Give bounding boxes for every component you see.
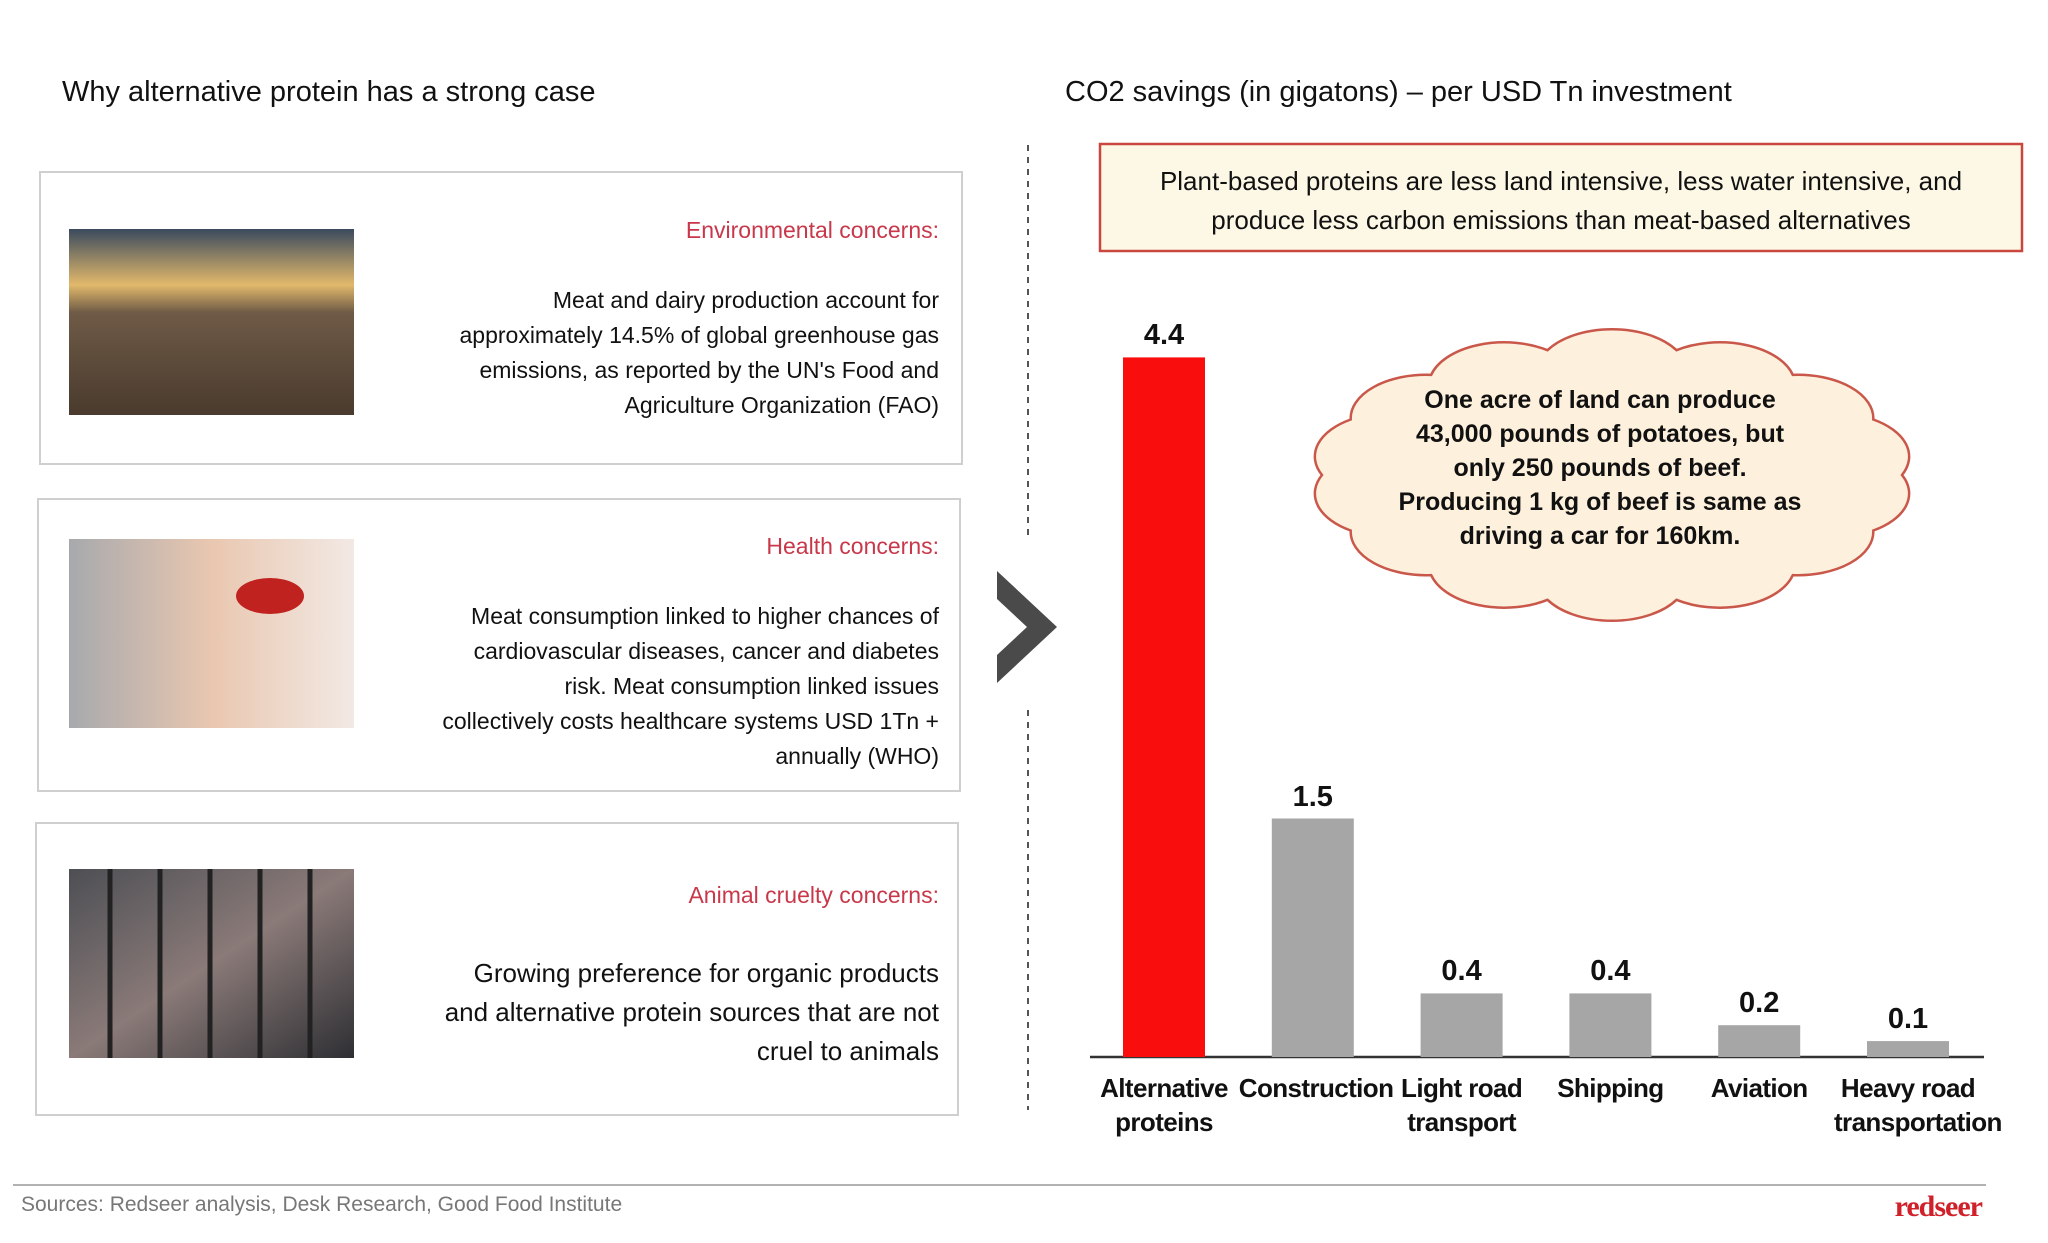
bar (1123, 357, 1205, 1057)
cloud-text: One acre of land can produce (1424, 386, 1776, 414)
card-heading: Health concerns: (766, 533, 939, 559)
category-label: Construction (1238, 1073, 1394, 1103)
cloud-text: Producing 1 kg of beef is same as (1398, 488, 1802, 516)
cloud-text: 43,000 pounds of potatoes, but (1415, 420, 1785, 448)
category-label: Heavy road transportation (1834, 1073, 2002, 1137)
bar (1718, 1025, 1801, 1057)
bar (1569, 993, 1652, 1057)
card-heading: Environmental concerns: (685, 217, 939, 243)
callout-text: Plant-based proteins are less land inten… (1159, 166, 1963, 196)
value-label: 1.5 (1292, 780, 1333, 813)
chart-title: CO2 savings (in gigatons) – per USD Tn i… (1065, 76, 1732, 108)
card-text: annually (WHO) (775, 743, 939, 769)
card-text: cruel to animals (756, 1036, 939, 1066)
photo-detail (236, 578, 304, 614)
bar (1867, 1041, 1949, 1057)
category-label: Alternative proteins (1100, 1073, 1228, 1137)
value-label: 0.4 (1590, 955, 1631, 988)
cloud-shape (1313, 327, 1911, 623)
card-heading: Animal cruelty concerns: (688, 882, 939, 908)
sources: Sources: Redseer analysis, Desk Research… (21, 1193, 623, 1216)
cloud-text: driving a car for 160km. (1459, 522, 1741, 550)
value-label: 0.4 (1441, 955, 1482, 988)
value-label: 4.4 (1143, 319, 1185, 352)
bar (1271, 818, 1354, 1057)
card-text: Meat consumption linked to higher chance… (471, 603, 939, 629)
left-title: Why alternative protein has a strong cas… (62, 76, 596, 108)
cage-bars (107, 869, 313, 1058)
category-label: Aviation (1710, 1073, 1808, 1103)
card-text: collectively costs healthcare systems US… (442, 708, 939, 734)
callout-text: produce less carbon emissions than meat-… (1211, 205, 1911, 235)
category-label: Shipping (1557, 1073, 1664, 1103)
photo-cattle (69, 229, 354, 415)
photo-woman-eating (69, 539, 354, 728)
cloud-text: only 250 pounds of beef. (1453, 454, 1747, 482)
chevron (997, 571, 1057, 683)
card-text: emissions, as reported by the UN's Food … (479, 357, 939, 383)
card-text: Agriculture Organization (FAO) (624, 392, 939, 418)
bar (1420, 993, 1503, 1057)
logo: redseer (1894, 1190, 1983, 1223)
card-text: Meat and dairy production account for (552, 287, 939, 313)
card-text: risk. Meat consumption linked issues (564, 673, 939, 699)
category-label: Light road transport (1401, 1073, 1523, 1137)
card-text: Growing preference for organic products (473, 958, 939, 988)
callout-box (1098, 142, 2024, 253)
card-text: cardiovascular diseases, cancer and diab… (473, 638, 939, 664)
card-text: and alternative protein sources that are… (444, 997, 939, 1027)
value-label: 0.2 (1739, 987, 1780, 1020)
card-text: approximately 14.5% of global greenhouse… (459, 322, 940, 348)
value-label: 0.1 (1887, 1003, 1929, 1036)
